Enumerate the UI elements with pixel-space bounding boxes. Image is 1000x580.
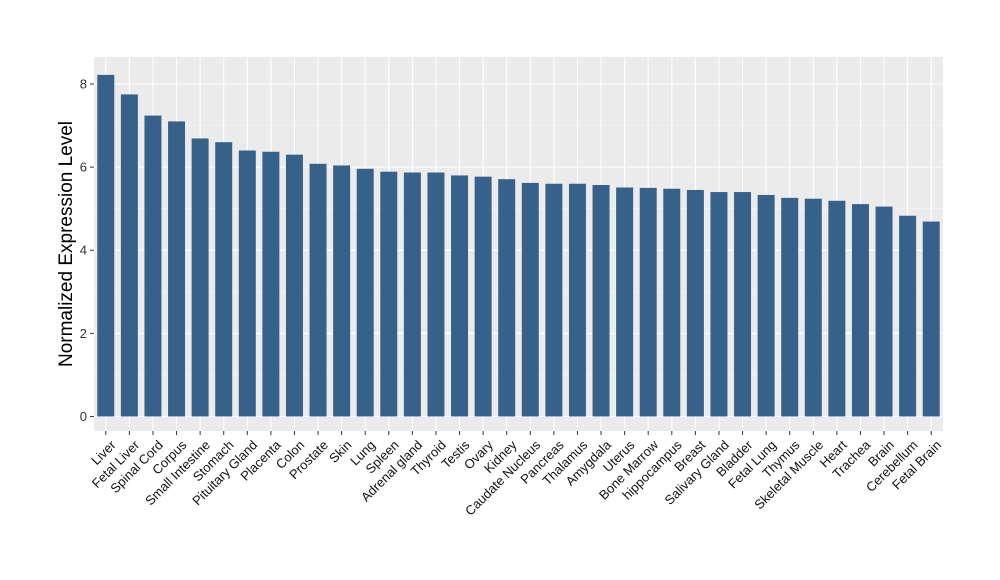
y-axis-title: Normalized Expression Level	[56, 121, 77, 367]
bar	[427, 172, 445, 417]
bar	[568, 183, 586, 417]
bar	[686, 189, 704, 417]
bar	[403, 172, 421, 417]
bar	[734, 192, 752, 417]
bar	[899, 215, 917, 417]
bar	[120, 94, 138, 417]
bar	[144, 115, 162, 417]
bar	[804, 198, 822, 417]
y-axis: 0 2 4 6 8	[80, 77, 94, 424]
bar	[663, 188, 681, 417]
bar	[215, 142, 233, 417]
bar	[262, 151, 280, 417]
y-tick-label: 8	[80, 77, 87, 92]
bar	[710, 192, 728, 417]
bar	[592, 184, 610, 417]
bar	[309, 163, 327, 417]
y-tick-label: 0	[80, 409, 87, 424]
bar	[380, 171, 398, 417]
bar	[521, 182, 539, 417]
bar	[451, 175, 469, 417]
bar	[191, 138, 209, 417]
bars	[97, 74, 940, 417]
bar	[828, 200, 846, 417]
bar	[639, 187, 657, 417]
bar	[97, 74, 115, 417]
bar	[474, 176, 492, 417]
bar	[875, 206, 893, 417]
y-tick-label: 4	[80, 243, 87, 258]
bar	[781, 197, 799, 417]
bar	[498, 179, 516, 417]
bar	[333, 165, 351, 417]
bar	[545, 183, 563, 417]
plot-panel	[94, 57, 943, 431]
y-tick-label: 6	[80, 160, 87, 175]
bar	[616, 187, 634, 417]
bar	[757, 194, 775, 417]
bar	[238, 150, 256, 417]
bar	[851, 204, 869, 417]
bar	[356, 168, 374, 417]
bar	[922, 221, 940, 417]
bar	[285, 154, 303, 417]
y-tick-label: 2	[80, 326, 87, 341]
bar	[168, 121, 186, 417]
